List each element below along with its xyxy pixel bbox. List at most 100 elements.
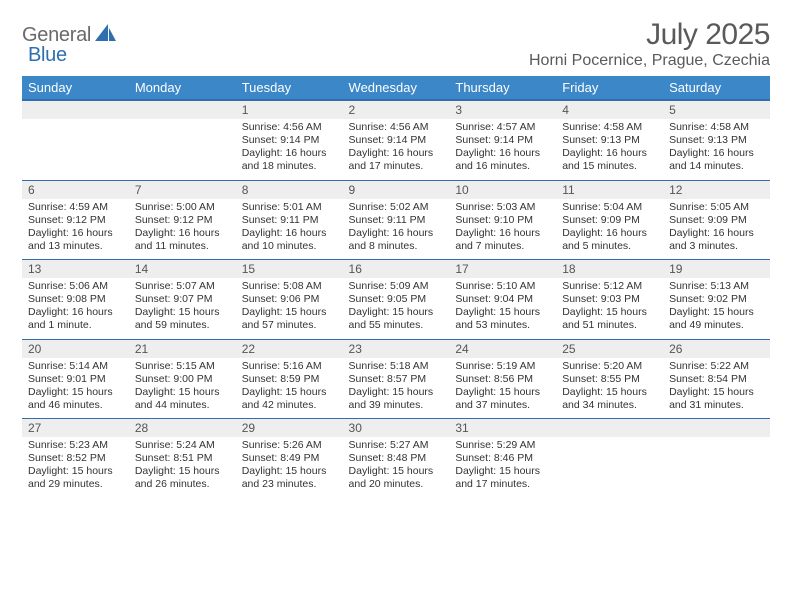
sunset-line: Sunset: 8:51 PM bbox=[135, 452, 230, 465]
day-number: 26 bbox=[663, 340, 770, 358]
daylight-line-2: and 7 minutes. bbox=[455, 240, 550, 253]
daylight-line-2: and 29 minutes. bbox=[28, 478, 123, 491]
day-number: 9 bbox=[343, 181, 450, 199]
day-cell: 11Sunrise: 5:04 AMSunset: 9:09 PMDayligh… bbox=[556, 180, 663, 260]
day-number: 18 bbox=[556, 260, 663, 278]
daylight-line-1: Daylight: 15 hours bbox=[349, 306, 444, 319]
page-root: General July 2025 Horni Pocernice, Pragu… bbox=[0, 0, 792, 498]
sunset-line: Sunset: 8:55 PM bbox=[562, 373, 657, 386]
day-body: Sunrise: 5:10 AMSunset: 9:04 PMDaylight:… bbox=[449, 278, 556, 339]
sunrise-line: Sunrise: 4:58 AM bbox=[562, 121, 657, 134]
sunrise-line: Sunrise: 5:05 AM bbox=[669, 201, 764, 214]
sunrise-line: Sunrise: 5:22 AM bbox=[669, 360, 764, 373]
sunset-line: Sunset: 9:09 PM bbox=[669, 214, 764, 227]
sunset-line: Sunset: 9:04 PM bbox=[455, 293, 550, 306]
day-number: 11 bbox=[556, 181, 663, 199]
sunset-line: Sunset: 9:13 PM bbox=[669, 134, 764, 147]
day-cell: 14Sunrise: 5:07 AMSunset: 9:07 PMDayligh… bbox=[129, 260, 236, 340]
sunrise-line: Sunrise: 5:14 AM bbox=[28, 360, 123, 373]
day-cell bbox=[129, 100, 236, 180]
day-cell: 20Sunrise: 5:14 AMSunset: 9:01 PMDayligh… bbox=[22, 339, 129, 419]
daylight-line-1: Daylight: 16 hours bbox=[455, 227, 550, 240]
sunrise-line: Sunrise: 4:59 AM bbox=[28, 201, 123, 214]
daylight-line-2: and 8 minutes. bbox=[349, 240, 444, 253]
daylight-line-1: Daylight: 16 hours bbox=[669, 147, 764, 160]
daylight-line-1: Daylight: 15 hours bbox=[349, 386, 444, 399]
day-body: Sunrise: 5:02 AMSunset: 9:11 PMDaylight:… bbox=[343, 199, 450, 260]
day-body: Sunrise: 4:56 AMSunset: 9:14 PMDaylight:… bbox=[343, 119, 450, 180]
day-number bbox=[663, 419, 770, 437]
daylight-line-1: Daylight: 15 hours bbox=[669, 386, 764, 399]
day-cell bbox=[663, 419, 770, 498]
brand-word-blue-wrap: Blue bbox=[28, 44, 67, 67]
sunrise-line: Sunrise: 5:04 AM bbox=[562, 201, 657, 214]
day-number: 22 bbox=[236, 340, 343, 358]
title-block: July 2025 Horni Pocernice, Prague, Czech… bbox=[529, 18, 770, 70]
day-cell: 7Sunrise: 5:00 AMSunset: 9:12 PMDaylight… bbox=[129, 180, 236, 260]
day-body: Sunrise: 4:56 AMSunset: 9:14 PMDaylight:… bbox=[236, 119, 343, 180]
header: General July 2025 Horni Pocernice, Pragu… bbox=[22, 18, 770, 70]
day-number: 14 bbox=[129, 260, 236, 278]
day-number: 16 bbox=[343, 260, 450, 278]
sunrise-line: Sunrise: 5:16 AM bbox=[242, 360, 337, 373]
sunrise-line: Sunrise: 5:01 AM bbox=[242, 201, 337, 214]
sunrise-line: Sunrise: 5:00 AM bbox=[135, 201, 230, 214]
day-number: 13 bbox=[22, 260, 129, 278]
sunrise-line: Sunrise: 4:56 AM bbox=[349, 121, 444, 134]
day-header-tuesday: Tuesday bbox=[236, 76, 343, 100]
sunset-line: Sunset: 9:02 PM bbox=[669, 293, 764, 306]
daylight-line-1: Daylight: 16 hours bbox=[562, 227, 657, 240]
day-body: Sunrise: 5:18 AMSunset: 8:57 PMDaylight:… bbox=[343, 358, 450, 419]
day-body: Sunrise: 5:12 AMSunset: 9:03 PMDaylight:… bbox=[556, 278, 663, 339]
daylight-line-2: and 44 minutes. bbox=[135, 399, 230, 412]
day-body: Sunrise: 5:08 AMSunset: 9:06 PMDaylight:… bbox=[236, 278, 343, 339]
day-cell: 10Sunrise: 5:03 AMSunset: 9:10 PMDayligh… bbox=[449, 180, 556, 260]
day-body bbox=[663, 437, 770, 495]
daylight-line-1: Daylight: 15 hours bbox=[135, 465, 230, 478]
daylight-line-2: and 10 minutes. bbox=[242, 240, 337, 253]
day-cell: 29Sunrise: 5:26 AMSunset: 8:49 PMDayligh… bbox=[236, 419, 343, 498]
daylight-line-2: and 46 minutes. bbox=[28, 399, 123, 412]
daylight-line-2: and 31 minutes. bbox=[669, 399, 764, 412]
day-body: Sunrise: 5:22 AMSunset: 8:54 PMDaylight:… bbox=[663, 358, 770, 419]
sunrise-line: Sunrise: 5:26 AM bbox=[242, 439, 337, 452]
daylight-line-2: and 17 minutes. bbox=[349, 160, 444, 173]
daylight-line-2: and 55 minutes. bbox=[349, 319, 444, 332]
sunset-line: Sunset: 9:14 PM bbox=[242, 134, 337, 147]
sunset-line: Sunset: 9:06 PM bbox=[242, 293, 337, 306]
daylight-line-2: and 16 minutes. bbox=[455, 160, 550, 173]
brand-logo: General bbox=[22, 18, 119, 47]
day-cell bbox=[556, 419, 663, 498]
day-body: Sunrise: 5:26 AMSunset: 8:49 PMDaylight:… bbox=[236, 437, 343, 498]
day-cell: 30Sunrise: 5:27 AMSunset: 8:48 PMDayligh… bbox=[343, 419, 450, 498]
day-cell: 2Sunrise: 4:56 AMSunset: 9:14 PMDaylight… bbox=[343, 100, 450, 180]
day-body: Sunrise: 5:15 AMSunset: 9:00 PMDaylight:… bbox=[129, 358, 236, 419]
sunset-line: Sunset: 9:10 PM bbox=[455, 214, 550, 227]
sunrise-line: Sunrise: 5:20 AM bbox=[562, 360, 657, 373]
daylight-line-2: and 59 minutes. bbox=[135, 319, 230, 332]
sunrise-line: Sunrise: 5:19 AM bbox=[455, 360, 550, 373]
daylight-line-1: Daylight: 15 hours bbox=[669, 306, 764, 319]
sunrise-line: Sunrise: 5:27 AM bbox=[349, 439, 444, 452]
daylight-line-2: and 49 minutes. bbox=[669, 319, 764, 332]
week-row: 6Sunrise: 4:59 AMSunset: 9:12 PMDaylight… bbox=[22, 180, 770, 260]
sunrise-line: Sunrise: 5:13 AM bbox=[669, 280, 764, 293]
sunrise-line: Sunrise: 5:08 AM bbox=[242, 280, 337, 293]
day-cell: 17Sunrise: 5:10 AMSunset: 9:04 PMDayligh… bbox=[449, 260, 556, 340]
week-row: 13Sunrise: 5:06 AMSunset: 9:08 PMDayligh… bbox=[22, 260, 770, 340]
day-cell: 5Sunrise: 4:58 AMSunset: 9:13 PMDaylight… bbox=[663, 100, 770, 180]
daylight-line-1: Daylight: 15 hours bbox=[28, 465, 123, 478]
day-body: Sunrise: 5:09 AMSunset: 9:05 PMDaylight:… bbox=[343, 278, 450, 339]
day-number: 31 bbox=[449, 419, 556, 437]
calendar-table: Sunday Monday Tuesday Wednesday Thursday… bbox=[22, 76, 770, 498]
day-body bbox=[556, 437, 663, 495]
day-cell: 22Sunrise: 5:16 AMSunset: 8:59 PMDayligh… bbox=[236, 339, 343, 419]
brand-word-blue: Blue bbox=[28, 44, 67, 66]
daylight-line-2: and 13 minutes. bbox=[28, 240, 123, 253]
day-cell: 18Sunrise: 5:12 AMSunset: 9:03 PMDayligh… bbox=[556, 260, 663, 340]
day-cell: 16Sunrise: 5:09 AMSunset: 9:05 PMDayligh… bbox=[343, 260, 450, 340]
day-cell: 25Sunrise: 5:20 AMSunset: 8:55 PMDayligh… bbox=[556, 339, 663, 419]
sunrise-line: Sunrise: 4:58 AM bbox=[669, 121, 764, 134]
day-number: 10 bbox=[449, 181, 556, 199]
day-number: 23 bbox=[343, 340, 450, 358]
